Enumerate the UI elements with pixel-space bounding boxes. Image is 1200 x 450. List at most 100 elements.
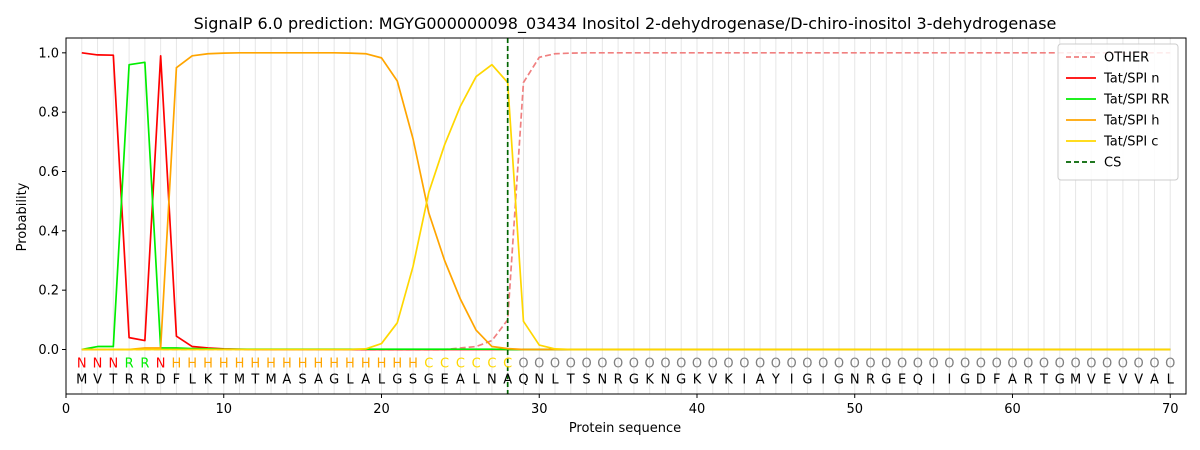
state-label: N [156, 357, 166, 372]
residue-label: T [108, 373, 117, 388]
residue-label: K [693, 373, 702, 388]
y-tick-label: 0.4 [38, 224, 59, 239]
state-label: O [787, 357, 797, 372]
state-label: H [235, 357, 245, 372]
state-label: H [187, 357, 197, 372]
state-label: O [1070, 357, 1080, 372]
state-label: H [250, 357, 260, 372]
residue-label: L [189, 373, 197, 388]
state-label: C [487, 357, 496, 372]
x-tick-label: 50 [846, 402, 863, 417]
series-line-tat-spi-c [81, 63, 1171, 351]
residue-label: G [424, 373, 434, 388]
state-label: O [1055, 357, 1065, 372]
residue-label: R [1024, 373, 1033, 388]
x-tick-label: 10 [215, 402, 232, 417]
state-label: O [1086, 357, 1096, 372]
state-label: O [581, 357, 591, 372]
series-line-tat-spi-h [81, 51, 1171, 351]
residue-label: R [140, 373, 149, 388]
state-label: O [818, 357, 828, 372]
residue-label: L [378, 373, 386, 388]
residue-label: M [1070, 373, 1081, 388]
state-label: H [361, 357, 371, 372]
state-label: O [897, 357, 907, 372]
residue-label: R [125, 373, 134, 388]
residue-label: G [629, 373, 639, 388]
series-line-other [81, 51, 1171, 351]
residue-label: M [234, 373, 245, 388]
state-label: H [172, 357, 182, 372]
residue-label: A [314, 373, 323, 388]
residue-label: V [1134, 373, 1143, 388]
state-label: H [377, 357, 387, 372]
residue-label: A [456, 373, 465, 388]
residue-label: D [156, 373, 166, 388]
residue-label: A [282, 373, 291, 388]
residue-label: N [850, 373, 860, 388]
state-label: O [802, 357, 812, 372]
legend: OTHER Tat/SPI n Tat/SPI RR Tat/SPI h Tat/SPI… [1057, 43, 1179, 181]
state-label: O [534, 357, 544, 372]
state-label: O [660, 357, 670, 372]
state-label: C [456, 357, 465, 372]
state-label: O [708, 357, 718, 372]
residue-label: T [219, 373, 228, 388]
residue-label: A [503, 373, 512, 388]
state-label: O [1118, 357, 1128, 372]
residue-label: L [551, 373, 559, 388]
residue-label: I [790, 373, 794, 388]
y-tick-label: 1.0 [38, 46, 59, 61]
state-label: C [472, 357, 481, 372]
residue-label: T [250, 373, 259, 388]
residue-label: N [597, 373, 607, 388]
state-label: H [266, 357, 276, 372]
state-label: O [834, 357, 844, 372]
legend-label: OTHER [1104, 51, 1149, 66]
residue-label: Q [518, 373, 528, 388]
state-label: N [93, 357, 103, 372]
residue-label: T [1039, 373, 1048, 388]
residue-label: I [932, 373, 936, 388]
residue-label: Q [913, 373, 923, 388]
state-label: H [298, 357, 308, 372]
state-label: H [219, 357, 229, 372]
residue-label: G [881, 373, 891, 388]
residue-label: K [645, 373, 654, 388]
state-label: H [329, 357, 339, 372]
state-label: C [440, 357, 449, 372]
residue-label: G [329, 373, 339, 388]
residue-label: L [1167, 373, 1175, 388]
state-label: O [518, 357, 528, 372]
state-label: O [1102, 357, 1112, 372]
state-label: O [960, 357, 970, 372]
legend-label: Tat/SPI h [1103, 114, 1160, 129]
plot-frame [65, 37, 1187, 395]
state-label: C [503, 357, 512, 372]
state-label: O [755, 357, 765, 372]
state-label: O [1149, 357, 1159, 372]
state-label: O [645, 357, 655, 372]
residue-label: A [1150, 373, 1159, 388]
state-label: N [77, 357, 87, 372]
x-tick-label: 0 [62, 402, 70, 417]
residue-label: E [1103, 373, 1111, 388]
state-label: O [629, 357, 639, 372]
residue-label: R [614, 373, 623, 388]
residue-label: N [661, 373, 671, 388]
state-label: O [739, 357, 749, 372]
residue-label: E [440, 373, 448, 388]
state-label: H [345, 357, 355, 372]
state-label: O [1023, 357, 1033, 372]
state-label: O [913, 357, 923, 372]
residue-label: V [1087, 373, 1096, 388]
state-label: O [1007, 357, 1017, 372]
residue-label: M [265, 373, 276, 388]
series-layer [81, 38, 1171, 394]
state-label: R [125, 357, 134, 372]
x-axis-label: Protein sequence [569, 421, 681, 436]
x-tick-label: 30 [531, 402, 548, 417]
residue-label: Y [771, 373, 780, 388]
residue-label: I [821, 373, 825, 388]
